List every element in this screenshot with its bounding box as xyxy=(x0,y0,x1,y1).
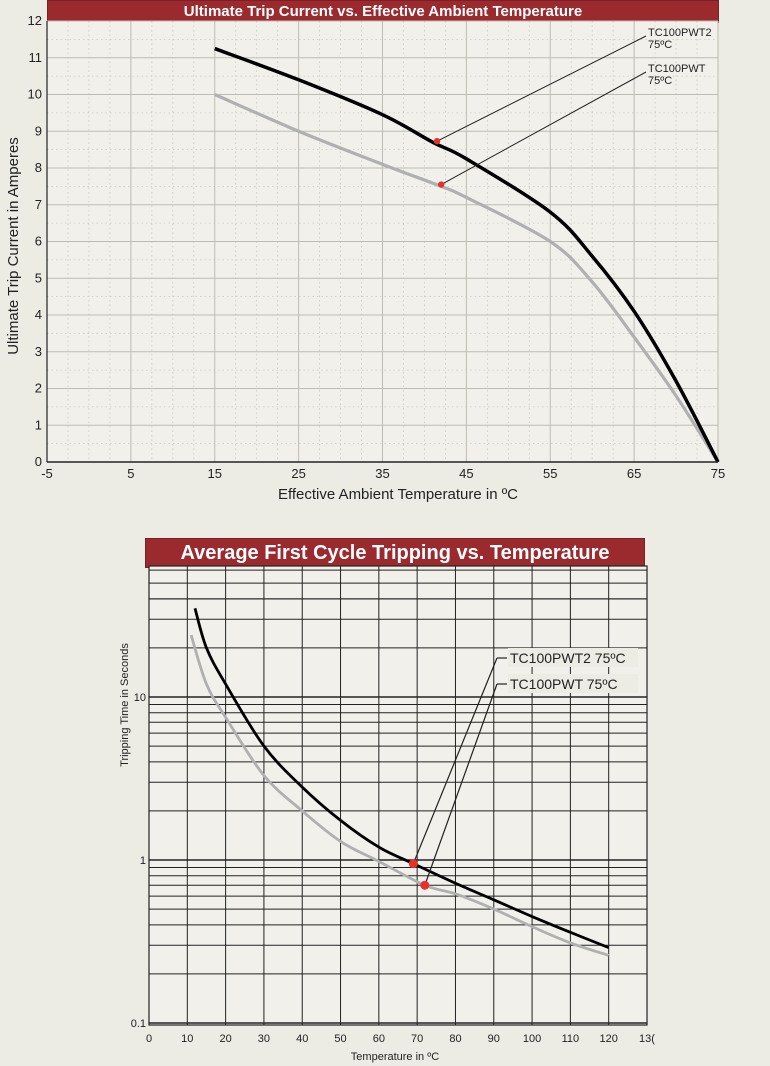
y-tick-label: 7 xyxy=(35,197,42,212)
annotation-label: TC100PWT2 xyxy=(648,27,712,39)
x-tick-label: 15 xyxy=(208,466,222,481)
annotation-leader-line xyxy=(440,71,647,185)
y-tick-label: 9 xyxy=(35,123,42,138)
x-tick-label: 80 xyxy=(449,1033,461,1045)
y-tick-label: 4 xyxy=(35,307,42,322)
annotation-leader-line xyxy=(424,683,498,886)
x-tick-label: 55 xyxy=(543,466,557,481)
x-tick-label: 40 xyxy=(296,1033,308,1045)
y-tick-label: 11 xyxy=(29,50,43,65)
series-marker xyxy=(420,880,430,890)
x-tick-label: 45 xyxy=(459,466,473,481)
series-line xyxy=(189,634,610,957)
series-line xyxy=(214,93,720,463)
x-tick-label: 110 xyxy=(562,1033,580,1045)
chart1-y-axis-label: Ultimate Trip Current in Amperes xyxy=(5,137,22,355)
annotation-label: TC100PWT 75ºC xyxy=(510,676,618,692)
chart1-x-axis-label: Effective Ambient Temperature in ºC xyxy=(278,486,518,503)
y-tick-label: 2 xyxy=(35,381,42,396)
y-tick-label: 10 xyxy=(134,692,146,704)
annotation-label-background xyxy=(508,674,638,693)
y-tick-label: 0 xyxy=(35,454,42,469)
chart2-plot-background xyxy=(149,566,647,1025)
x-tick-label: 90 xyxy=(488,1033,500,1045)
y-tick-label: 5 xyxy=(35,270,42,285)
x-tick-label: 120 xyxy=(600,1033,618,1045)
x-tick-label: 5 xyxy=(127,466,134,481)
x-tick-label: 70 xyxy=(411,1033,423,1045)
x-tick-label: 75 xyxy=(711,466,725,481)
x-tick-label: 50 xyxy=(334,1033,346,1045)
annotation-label: TC100PWT2 75ºC xyxy=(510,650,626,666)
series-line xyxy=(193,607,610,949)
x-tick-label: 100 xyxy=(523,1033,541,1045)
annotation-label-background xyxy=(508,648,638,667)
x-tick-label: -5 xyxy=(41,466,53,481)
series-marker xyxy=(433,137,441,145)
y-tick-label: 10 xyxy=(28,87,42,102)
annotation-label: 75ºC xyxy=(648,75,672,87)
series-line xyxy=(214,46,720,463)
annotation-label: 75ºC xyxy=(648,39,672,51)
chart2-y-axis-label: Tripping Time in Seconds xyxy=(119,643,131,767)
annotation-leader-line xyxy=(436,35,647,142)
x-tick-label: 20 xyxy=(219,1033,231,1045)
plot-frame xyxy=(148,565,648,1026)
annotation-leader-line xyxy=(412,657,498,864)
y-tick-label: 1 xyxy=(35,417,42,432)
series-marker xyxy=(438,181,445,188)
y-tick-label: 6 xyxy=(35,234,42,249)
y-tick-label: 0.1 xyxy=(131,1018,146,1030)
x-tick-label: 30 xyxy=(258,1033,270,1045)
annotation-label: TC100PWT xyxy=(648,63,706,75)
x-tick-label: 60 xyxy=(373,1033,385,1045)
y-tick-label: 8 xyxy=(35,160,42,175)
y-tick-label: 1 xyxy=(140,855,146,867)
x-tick-label: 35 xyxy=(375,466,389,481)
x-tick-label: 10 xyxy=(181,1033,193,1045)
series-marker xyxy=(408,859,418,869)
x-tick-label: 65 xyxy=(627,466,641,481)
chart2-x-axis-label: Temperature in ºC xyxy=(351,1051,439,1063)
x-tick-label: 13( xyxy=(639,1033,655,1045)
x-tick-label: 25 xyxy=(291,466,305,481)
y-tick-label: 3 xyxy=(35,344,42,359)
y-tick-label: 12 xyxy=(28,13,42,28)
x-tick-label: 0 xyxy=(146,1033,152,1045)
